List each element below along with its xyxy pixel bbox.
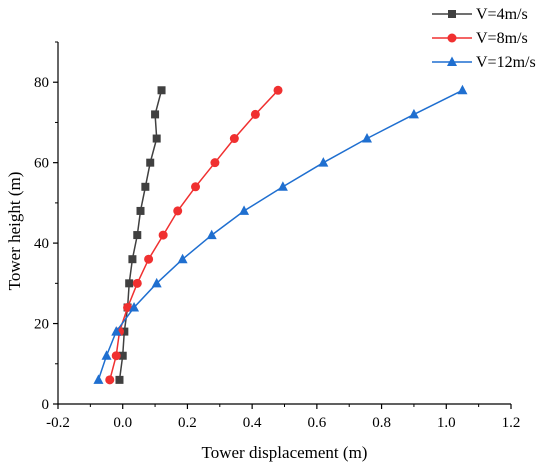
data-point-square — [146, 158, 155, 167]
series-line — [97, 89, 463, 381]
data-point-triangle — [408, 108, 419, 119]
x-tick-label: 0.0 — [113, 415, 132, 431]
data-point-circle — [105, 375, 115, 385]
series-1 — [115, 86, 166, 384]
data-point-circle — [447, 33, 457, 43]
x-tick-label: 1.2 — [502, 415, 521, 431]
data-point-triangle — [101, 350, 112, 360]
x-tick-label: 0.6 — [307, 415, 326, 431]
x-axis-title: Tower displacement (m) — [202, 443, 368, 462]
x-tick-label: 0.8 — [372, 415, 391, 431]
x-tick-label: 1.0 — [437, 415, 456, 431]
x-tick-label: 0.2 — [178, 415, 197, 431]
legend: V=4m/s V=8m/s V=12m/s — [432, 6, 536, 71]
data-point-circle — [132, 278, 142, 288]
data-point-triangle — [151, 277, 162, 288]
data-point-circle — [250, 109, 260, 119]
data-point-triangle — [93, 374, 104, 384]
legend-item-2: V=8m/s — [432, 30, 528, 47]
data-point-triangle — [111, 326, 122, 336]
data-point-triangle — [447, 56, 457, 66]
data-point-triangle — [177, 253, 188, 264]
data-point-circle — [229, 134, 239, 144]
data-point-square — [136, 206, 145, 215]
data-point-square — [133, 231, 142, 240]
y-tick-label: 60 — [34, 156, 49, 172]
data-point-square — [141, 182, 150, 191]
plot-frame — [57, 42, 511, 405]
data-point-circle — [123, 302, 133, 312]
x-tick-label: -0.2 — [46, 415, 70, 431]
legend-label: V=12m/s — [476, 54, 536, 71]
data-point-square — [125, 279, 134, 288]
y-tick-label: 20 — [34, 317, 49, 333]
data-point-circle — [191, 182, 201, 192]
series-2 — [105, 85, 283, 385]
x-axis: -0.2 0.0 0.2 0.4 0.6 0.8 1.0 1.2 — [46, 404, 520, 431]
data-point-square — [152, 134, 161, 143]
data-point-triangle — [318, 157, 329, 167]
y-axis: 0 20 40 60 80 — [34, 41, 58, 413]
legend-item-3: V=12m/s — [432, 54, 536, 71]
x-tick-label: 0.4 — [243, 415, 262, 431]
data-point-triangle — [457, 84, 468, 95]
y-tick-label: 40 — [34, 236, 49, 252]
data-point-square — [120, 327, 129, 336]
data-point-square — [128, 255, 137, 264]
data-point-square — [115, 375, 124, 384]
legend-label: V=4m/s — [476, 6, 528, 23]
data-point-triangle — [129, 301, 140, 312]
data-point-circle — [158, 230, 168, 240]
data-point-circle — [210, 158, 220, 168]
data-point-circle — [273, 85, 283, 95]
y-tick-label: 0 — [42, 397, 50, 413]
series-layer — [93, 84, 468, 385]
data-point-square — [157, 86, 166, 95]
data-point-square — [118, 351, 127, 360]
data-point-circle — [173, 206, 183, 216]
data-point-triangle — [206, 229, 217, 240]
y-tick-label: 80 — [34, 75, 49, 91]
legend-item-1: V=4m/s — [432, 6, 528, 23]
data-point-square — [151, 110, 160, 119]
legend-label: V=8m/s — [476, 30, 528, 47]
data-point-circle — [144, 254, 154, 264]
data-point-circle — [111, 351, 121, 361]
data-point-triangle — [362, 133, 373, 143]
series-3 — [93, 84, 468, 384]
y-axis-title: Tower height (m) — [5, 172, 24, 291]
data-point-triangle — [239, 205, 250, 215]
data-point-triangle — [277, 181, 288, 191]
data-point-square — [448, 10, 456, 18]
